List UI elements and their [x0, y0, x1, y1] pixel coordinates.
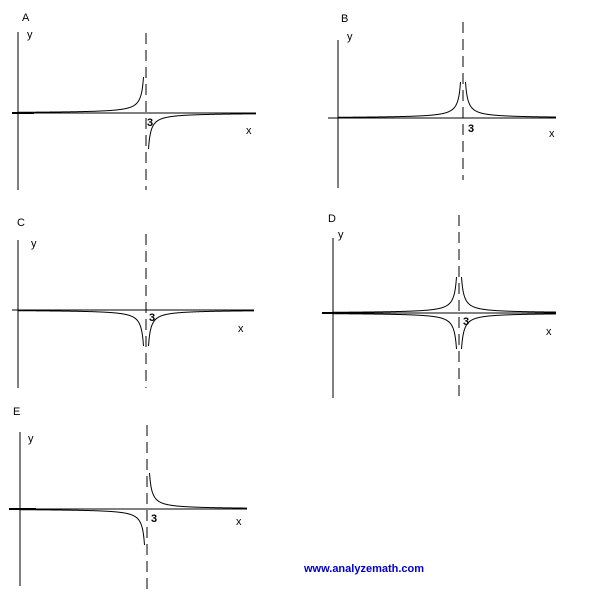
website-link[interactable]: www.analyzemath.com	[304, 563, 425, 575]
curve-branch	[149, 472, 247, 509]
curve-branch	[332, 313, 457, 350]
curve-branch	[332, 276, 457, 313]
asymptote-label: 3	[463, 316, 469, 328]
panel-d: Dy x 3	[322, 213, 556, 398]
y-axis-label: y	[338, 229, 344, 241]
curve-branch	[338, 81, 461, 118]
panel-a: Ay x 3	[12, 12, 256, 190]
curve-branch	[148, 113, 256, 150]
panel-label: D	[328, 213, 336, 225]
y-axis-label: y	[347, 31, 353, 43]
y-axis-label: y	[28, 433, 34, 445]
panel-label: E	[13, 406, 20, 418]
asymptote-label: 3	[151, 513, 157, 525]
x-axis-label: x	[236, 516, 242, 528]
x-axis-label: x	[246, 125, 252, 137]
panel-b: By x 3	[328, 13, 556, 188]
curve-branch	[17, 76, 144, 113]
curve-branch	[461, 313, 556, 350]
y-axis-label: y	[31, 238, 37, 250]
panel-e: Ey x 3	[9, 406, 247, 594]
curve-branch	[465, 81, 556, 118]
y-axis-label: y	[27, 29, 33, 41]
asymptote-label: 3	[149, 312, 155, 324]
x-axis-label: x	[546, 326, 552, 338]
curve-branch	[17, 310, 144, 347]
curve-branch	[148, 310, 255, 347]
curve-branch	[20, 509, 145, 546]
panel-c: Cy x 3	[12, 217, 255, 388]
panel-label: A	[22, 12, 30, 24]
x-axis-label: x	[549, 128, 555, 140]
panel-label: C	[17, 217, 25, 229]
curve-branch	[461, 276, 556, 313]
panel-label: B	[341, 13, 348, 25]
asymptote-label: 3	[468, 123, 474, 135]
x-axis-label: x	[238, 323, 244, 335]
asymptote-label: 3	[147, 117, 153, 129]
